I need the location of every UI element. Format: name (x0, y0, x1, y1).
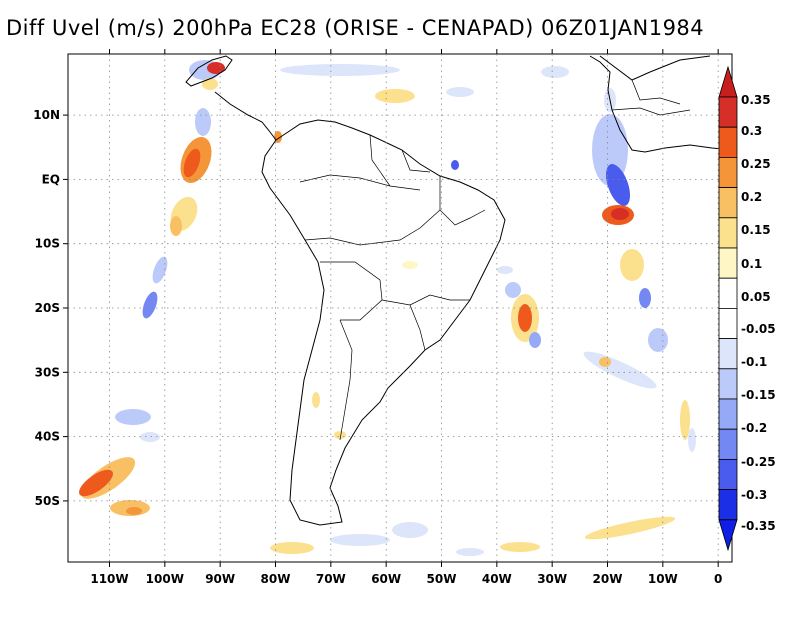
colorbar-box (718, 247, 738, 279)
colorbar-label: -0.25 (741, 455, 776, 469)
colorbar-box (718, 156, 738, 188)
colorbar-box (718, 338, 738, 370)
lat-label: 30S (35, 365, 60, 379)
lon-label: 20W (593, 572, 623, 586)
lon-label: 70W (316, 572, 346, 586)
colorbar-label: -0.3 (741, 488, 767, 502)
lat-label: 10S (35, 237, 60, 251)
lat-label: 40S (35, 430, 60, 444)
colorbar-label: 0.25 (741, 157, 771, 171)
latitude-labels: 10N EQ 10S 20S 30S 40S 50S (33, 108, 60, 508)
colorbar-labels: 0.35 0.3 0.25 0.2 0.15 0.1 0.05 -0.05 -0… (741, 93, 776, 533)
colorbar-label: 0.05 (741, 290, 771, 304)
coastlines (185, 55, 732, 526)
colorbar-label: -0.15 (741, 388, 776, 402)
colorbar-box (718, 187, 738, 219)
colorbar-box (718, 307, 738, 339)
colorbar-top-arrow (718, 65, 738, 98)
colorbar-box (718, 126, 738, 158)
colorbar: 0.35 0.3 0.25 0.2 0.15 0.1 0.05 -0.05 -0… (718, 65, 776, 552)
lon-label: 30W (537, 572, 567, 586)
colorbar-label: -0.35 (741, 519, 776, 533)
lat-label: 20S (35, 301, 60, 315)
colorbar-box (718, 96, 738, 128)
colorbar-box (718, 217, 738, 249)
map-title: Diff Uvel (m/s) 200hPa EC28 (ORISE - CEN… (6, 16, 705, 40)
colorbar-boxes (718, 96, 738, 521)
colorbar-box (718, 489, 738, 521)
lon-label: 110W (90, 572, 128, 586)
country-borders (299, 79, 691, 441)
lat-label: 50S (35, 494, 60, 508)
lon-label: 90W (205, 572, 235, 586)
lon-label: 60W (371, 572, 401, 586)
colorbar-label: -0.1 (741, 355, 767, 369)
lon-label: 50W (427, 572, 457, 586)
lat-label: EQ (42, 172, 60, 186)
longitude-labels: 110W 100W 90W 80W 70W 60W 50W 40W 30W 20… (90, 572, 722, 586)
colorbar-box (718, 428, 738, 460)
lon-label: 80W (261, 572, 291, 586)
colorbar-label: 0.1 (741, 257, 762, 271)
colorbar-label: -0.05 (741, 322, 776, 336)
difference-field (78, 60, 696, 556)
lon-label: 10W (648, 572, 678, 586)
map-gridlines (68, 54, 732, 562)
colorbar-label: 0.2 (741, 190, 762, 204)
lon-label: 40W (482, 572, 512, 586)
lon-label: 0 (714, 572, 722, 586)
colorbar-label: 0.15 (741, 223, 771, 237)
colorbar-box (718, 277, 738, 309)
colorbar-bottom-arrow (718, 519, 738, 552)
colorbar-box (718, 398, 738, 430)
colorbar-label: -0.2 (741, 421, 767, 435)
colorbar-label: 0.3 (741, 124, 762, 138)
lon-label: 100W (146, 572, 184, 586)
colorbar-box (718, 368, 738, 400)
colorbar-box (718, 458, 738, 490)
lat-label: 10N (33, 108, 60, 122)
colorbar-label: 0.35 (741, 93, 771, 107)
